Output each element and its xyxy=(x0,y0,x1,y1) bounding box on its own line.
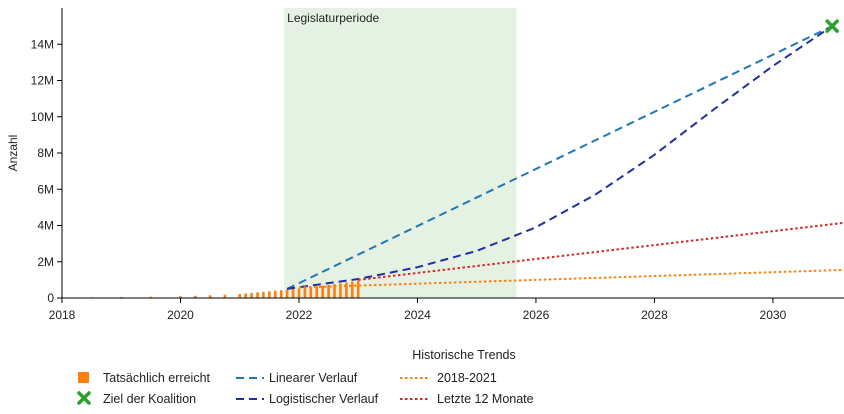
x-tick-label: 2018 xyxy=(49,308,76,322)
legend-label: 2018-2021 xyxy=(437,371,497,385)
bar xyxy=(350,281,354,298)
legend-label: Tatsächlich erreicht xyxy=(103,371,211,385)
y-tick-label: 0 xyxy=(47,291,54,305)
series-line xyxy=(286,25,833,290)
bar xyxy=(309,287,313,298)
y-tick-label: 4M xyxy=(37,219,54,233)
target-marker xyxy=(825,19,839,33)
x-tick-label: 2022 xyxy=(286,308,313,322)
y-axis-label: Anzahl xyxy=(6,135,20,172)
bar xyxy=(285,289,289,298)
bar xyxy=(262,291,265,298)
bar xyxy=(238,294,242,298)
legend-label: Letzte 12 Monate xyxy=(437,392,534,406)
legend-swatch-bars xyxy=(78,372,89,383)
bar xyxy=(356,280,360,298)
legend-label: Ziel der Koalition xyxy=(103,392,196,406)
series-line xyxy=(286,25,833,290)
y-tick-label: 6M xyxy=(37,182,54,196)
bar xyxy=(333,284,336,298)
legend-title: Historische Trends xyxy=(412,348,516,362)
shaded-region xyxy=(284,8,517,298)
series-line xyxy=(358,221,844,281)
bar xyxy=(193,295,197,298)
y-tick-label: 2M xyxy=(37,255,54,269)
bar xyxy=(273,290,277,298)
shaded-region-label: Legislaturperiode xyxy=(287,11,379,25)
bar xyxy=(179,296,182,298)
bar xyxy=(208,295,212,298)
bar xyxy=(303,287,307,298)
bar xyxy=(279,290,283,298)
x-tick-label: 2028 xyxy=(641,308,668,322)
bar xyxy=(268,291,271,298)
bar xyxy=(291,289,295,298)
y-tick-label: 10M xyxy=(31,110,54,124)
legend-swatch-target xyxy=(77,391,91,405)
y-tick-label: 14M xyxy=(31,37,54,51)
bar xyxy=(149,296,153,298)
x-tick-label: 2024 xyxy=(404,308,431,322)
bar xyxy=(315,286,319,298)
series-line xyxy=(298,268,844,289)
x-tick-label: 2020 xyxy=(167,308,194,322)
bar xyxy=(327,284,330,298)
y-tick-label: 12M xyxy=(31,74,54,88)
x-tick-label: 2030 xyxy=(760,308,787,322)
bar xyxy=(256,292,259,298)
bar xyxy=(297,288,301,298)
bar xyxy=(250,292,253,298)
legend-label: Linearer Verlauf xyxy=(269,371,358,385)
legend-label: Logistischer Verlauf xyxy=(269,392,379,406)
x-tick-label: 2026 xyxy=(523,308,550,322)
y-tick-label: 8M xyxy=(37,146,54,160)
bar xyxy=(345,282,348,298)
bar xyxy=(223,294,227,298)
bar xyxy=(244,293,247,298)
bar xyxy=(321,285,324,298)
bar xyxy=(339,283,342,298)
